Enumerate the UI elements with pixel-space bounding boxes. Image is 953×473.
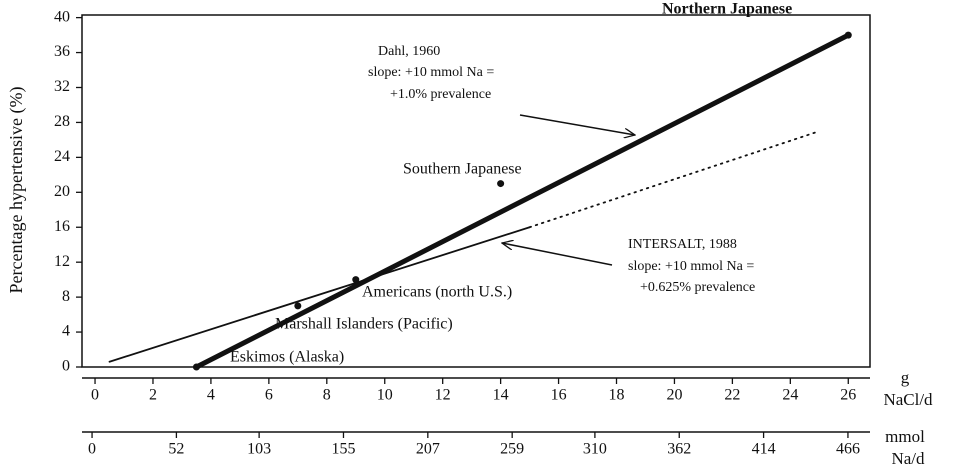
data-point — [497, 180, 505, 188]
x-tick-label: 12 — [435, 387, 451, 404]
plot-frame — [81, 14, 871, 368]
arrow — [502, 243, 613, 266]
point-label: Eskimos (Alaska) — [230, 349, 344, 366]
trend-line — [108, 226, 531, 363]
point-label: Americans (north U.S.) — [362, 284, 512, 301]
x2-tick-label: 466 — [836, 441, 860, 458]
x2-tick-label: 155 — [331, 441, 355, 458]
x-tick-label: 8 — [323, 387, 331, 404]
x2-axis-label: mmol — [885, 427, 925, 446]
x-tick-label: 0 — [91, 387, 99, 404]
annotation: slope: +10 mmol Na = — [628, 259, 754, 274]
point-label: Northern Japanese — [662, 1, 792, 18]
x-axis-label: g — [901, 368, 910, 387]
y-tick-label: 0 — [62, 358, 70, 375]
x-tick-label: 22 — [724, 387, 740, 404]
x2-tick-label: 259 — [500, 441, 524, 458]
annotation: INTERSALT, 1988 — [628, 237, 737, 252]
x-tick-label: 20 — [666, 387, 682, 404]
y-tick-label: 20 — [54, 183, 70, 200]
x-tick-label: 2 — [149, 387, 157, 404]
y-tick-label: 12 — [54, 253, 70, 270]
x-tick-label: 10 — [377, 387, 393, 404]
data-point — [352, 276, 360, 284]
x-axis-label: NaCl/d — [883, 390, 933, 409]
x-tick-label: 4 — [207, 387, 215, 404]
x2-tick-label: 52 — [168, 441, 184, 458]
annotation: +0.625% prevalence — [640, 280, 755, 295]
x-tick-label: 6 — [265, 387, 273, 404]
y-tick-label: 4 — [62, 323, 70, 340]
x2-tick-label: 103 — [247, 441, 271, 458]
x2-axis-label: Na/d — [891, 449, 925, 468]
x-tick-label: 16 — [551, 387, 567, 404]
x2-tick-label: 362 — [667, 441, 691, 458]
x2-tick-label: 414 — [752, 441, 776, 458]
y-tick-label: 36 — [54, 43, 70, 60]
x2-tick-label: 207 — [416, 441, 440, 458]
annotation: +1.0% prevalence — [390, 87, 491, 102]
point-label: Southern Japanese — [403, 161, 522, 178]
point-label: Marshall Islanders (Pacific) — [275, 316, 453, 333]
data-point — [294, 302, 302, 310]
x2-tick-label: 0 — [88, 441, 96, 458]
x-tick-label: 24 — [782, 387, 798, 404]
annotation: slope: +10 mmol Na = — [368, 65, 494, 80]
arrow — [519, 114, 635, 135]
y-tick-label: 24 — [54, 148, 70, 165]
x-tick-label: 14 — [493, 387, 509, 404]
data-point — [844, 31, 852, 39]
y-tick-label: 32 — [54, 78, 70, 95]
y-tick-label: 16 — [54, 218, 70, 235]
y-tick-label: 8 — [62, 288, 70, 305]
annotation: Dahl, 1960 — [378, 44, 440, 59]
data-point — [192, 363, 200, 371]
x-tick-label: 26 — [840, 387, 856, 404]
y-tick-label: 28 — [54, 113, 70, 130]
x2-tick-label: 310 — [583, 441, 607, 458]
x-tick-label: 18 — [609, 387, 625, 404]
y-tick-label: 40 — [54, 8, 70, 25]
trend-line — [193, 32, 851, 370]
y-axis-label: Percentage hypertensive (%) — [6, 87, 27, 294]
trend-line — [528, 130, 821, 229]
